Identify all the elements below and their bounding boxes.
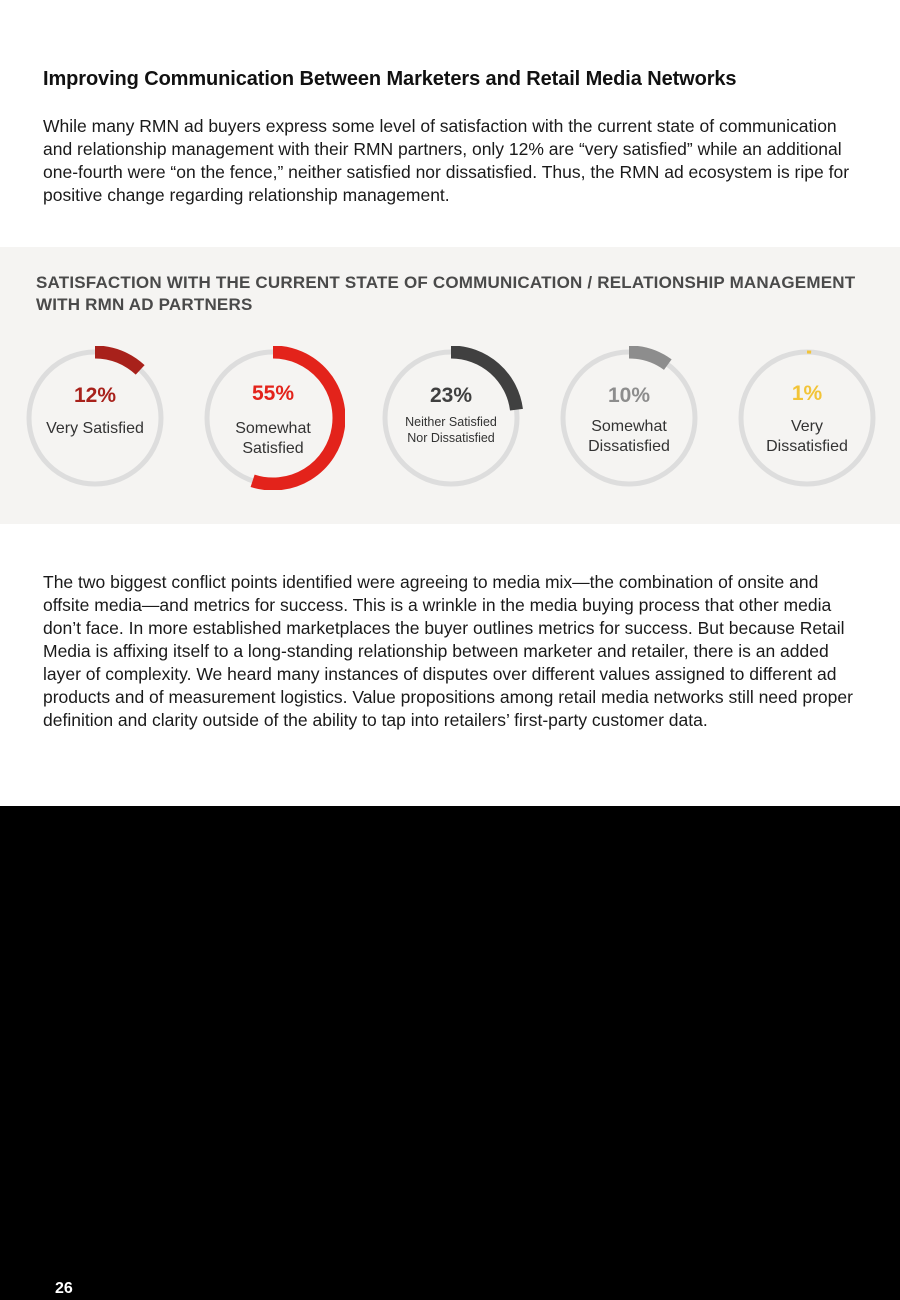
footer-band [0, 806, 900, 1300]
donut-somewhat-satisfied: 55% Somewhat Satisfied [201, 346, 345, 490]
donut-arc-neither [450, 346, 523, 411]
donut-very-dissatisfied: 1% Very Dissatisfied [735, 346, 879, 490]
label-neither: Neither Satisfied Nor Dissatisfied [405, 415, 497, 445]
percent-very-satisfied: 12% [73, 384, 117, 407]
percent-neither: 23% [429, 384, 473, 407]
chart-title: SATISFACTION WITH THE CURRENT STATE OF C… [36, 273, 856, 314]
label-very-dissatisfied: Very Dissatisfied [766, 418, 848, 455]
donut-neither: 23% Neither Satisfied Nor Dissatisfied [379, 346, 523, 490]
donut-arc-somewhat-dissatisfied [628, 346, 672, 371]
percent-very-dissatisfied: 1% [791, 382, 823, 405]
page-number: 26 [55, 1280, 73, 1297]
intro-paragraph: While many RMN ad buyers express some le… [43, 116, 850, 205]
section-heading: Improving Communication Between Marketer… [43, 68, 737, 90]
donut-arc-very-satisfied [94, 346, 145, 375]
label-somewhat-satisfied: Somewhat Satisfied [235, 420, 311, 457]
label-very-satisfied: Very Satisfied [46, 420, 144, 437]
donut-track [26, 349, 164, 487]
label-somewhat-dissatisfied: Somewhat Dissatisfied [588, 418, 670, 455]
percent-somewhat-dissatisfied: 10% [607, 384, 651, 407]
donut-very-satisfied: 12% Very Satisfied [23, 346, 167, 490]
donut-arc-somewhat-satisfied [250, 346, 345, 490]
donut-somewhat-dissatisfied: 10% Somewhat Dissatisfied [557, 346, 701, 490]
body-paragraph: The two biggest conflict points identifi… [43, 572, 853, 730]
percent-somewhat-satisfied: 55% [251, 382, 295, 405]
